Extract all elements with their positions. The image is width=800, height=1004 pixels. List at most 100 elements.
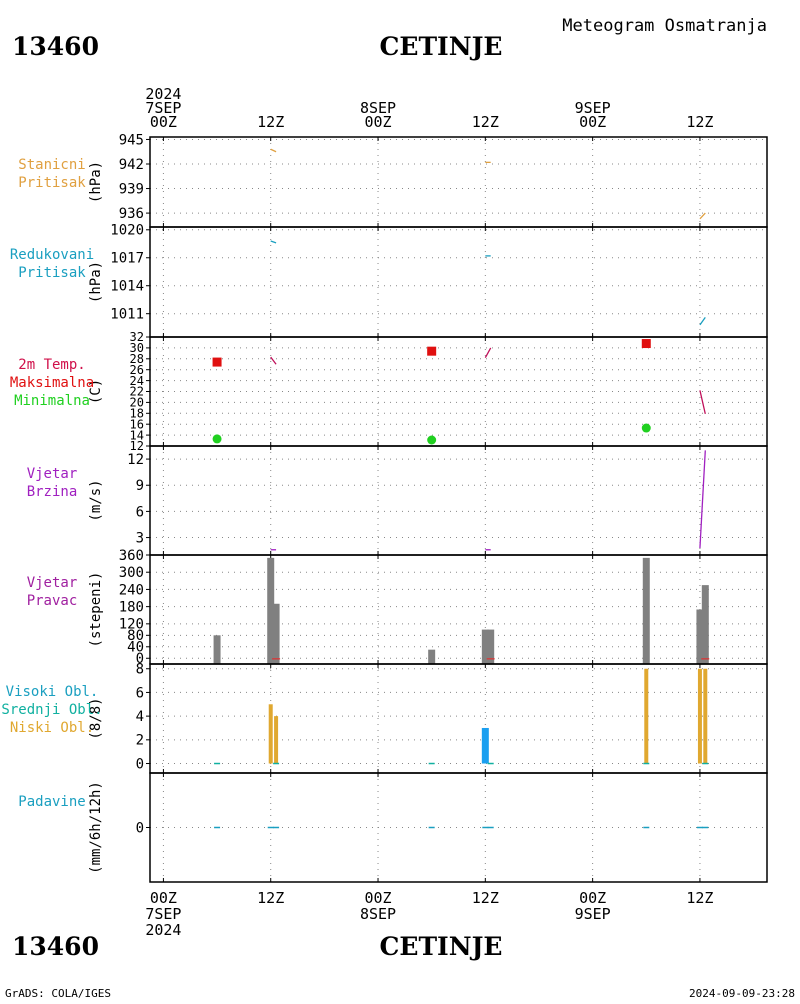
top-time-label: 00Z xyxy=(150,113,177,131)
wind-direction-bar xyxy=(701,585,709,664)
top-time-label: 8SEP xyxy=(360,99,396,117)
credit-text: GrADS: COLA/IGES xyxy=(5,987,111,1000)
panel-station-pressure: 936 939 942 945 (hPa)Stanicni Pritisak xyxy=(18,132,768,228)
y-tick-label: 8 xyxy=(136,662,144,678)
wind-direction-bar xyxy=(642,557,650,664)
series-line xyxy=(699,317,706,326)
tmin-marker xyxy=(212,434,222,444)
timestamp-text: 2024-09-09-23:28 xyxy=(689,987,795,1000)
y-tick-label: 1014 xyxy=(110,279,144,295)
top-time-label: 00Z xyxy=(579,113,606,131)
panel-frame xyxy=(149,136,768,228)
panel-frame xyxy=(149,336,768,447)
y-tick-label: 4 xyxy=(136,709,144,725)
series-line xyxy=(699,390,706,414)
top-time-label: 7SEP xyxy=(145,99,181,117)
bottom-time-label: 8SEP xyxy=(360,905,396,923)
unit-label: (C) xyxy=(88,379,104,404)
wind-direction-bar xyxy=(696,609,704,664)
unit-label: (m/s) xyxy=(88,479,104,521)
panel-label: Stanicni xyxy=(18,157,85,173)
wind-direction-bar xyxy=(213,635,221,664)
panel-label: Vjetar xyxy=(27,466,78,482)
top-time-label: 12Z xyxy=(472,113,499,131)
bottom-time-label: 00Z xyxy=(579,889,606,907)
y-tick-label: 32 xyxy=(130,330,144,344)
panel-frame xyxy=(149,445,768,556)
panel-label: Niski Obl. xyxy=(10,720,94,736)
bottom-time-label: 12Z xyxy=(686,889,713,907)
high-cloud-bar xyxy=(481,727,489,764)
wind-direction-bar xyxy=(267,557,275,664)
panel-reduced-pressure: 1011 1014 1017 1020 (hPa)Redukovani Pritisak xyxy=(10,223,768,338)
y-tick-label: 360 xyxy=(119,548,144,564)
y-tick-label: 0 xyxy=(136,651,144,667)
series-line xyxy=(484,347,492,359)
y-tick-label: 6 xyxy=(136,504,144,520)
y-tick-label: 945 xyxy=(119,132,144,148)
station-id-bottom: 13460 xyxy=(12,932,99,961)
y-tick-label: 18 xyxy=(130,407,144,421)
y-tick-label: 12 xyxy=(130,439,144,453)
y-tick-label: 22 xyxy=(130,385,144,399)
panel-label: Srednji Obl. xyxy=(1,702,102,718)
y-tick-label: 240 xyxy=(119,582,144,598)
low-cloud-bar xyxy=(703,668,708,764)
y-tick-label: 30 xyxy=(130,341,144,355)
series-line xyxy=(270,356,277,365)
panel-label: Padavine xyxy=(18,794,85,810)
y-tick-label: 20 xyxy=(130,396,144,410)
tmax-marker xyxy=(212,357,222,367)
wind-direction-bar xyxy=(428,649,436,664)
wind-direction-bar xyxy=(272,603,280,664)
panel-label: Brzina xyxy=(27,484,78,500)
bottom-time-label: 00Z xyxy=(364,889,391,907)
panel-label: Pritisak xyxy=(18,175,86,191)
station-id-top: 13460 xyxy=(12,32,99,61)
panel-precipitation: 0 (mm/6h/12h)Padavine xyxy=(18,772,768,883)
y-tick-label: 16 xyxy=(130,417,144,431)
series-line xyxy=(699,450,706,549)
panel-label: Maksimalna xyxy=(10,375,94,391)
low-cloud-bar xyxy=(274,716,279,764)
y-tick-label: 40 xyxy=(127,640,144,656)
y-tick-label: 3 xyxy=(136,530,144,546)
station-name-bottom: CETINJE xyxy=(380,932,503,961)
unit-label: (stepeni) xyxy=(88,572,104,648)
y-tick-label: 9 xyxy=(136,478,144,494)
wind-direction-bar xyxy=(481,629,489,664)
tmin-marker xyxy=(427,435,437,445)
series-line xyxy=(270,148,277,153)
bottom-time-label: 12Z xyxy=(257,889,284,907)
y-tick-label: 0 xyxy=(136,820,144,836)
tmax-marker xyxy=(641,339,651,349)
panel-frame xyxy=(149,772,768,883)
top-time-label: 12Z xyxy=(257,113,284,131)
low-cloud-bar xyxy=(268,704,273,764)
y-tick-label: 939 xyxy=(119,181,144,197)
panel-label: Visoki Obl. xyxy=(6,684,99,700)
y-tick-label: 24 xyxy=(130,374,144,388)
panel-label: 2m Temp. xyxy=(18,357,85,373)
unit-label: (hPa) xyxy=(88,161,104,203)
y-tick-label: 942 xyxy=(119,157,144,173)
y-tick-label: 12 xyxy=(127,452,144,468)
unit-label: (mm/6h/12h) xyxy=(88,781,104,874)
panel-label: Vjetar xyxy=(27,575,78,591)
panel-frame xyxy=(149,226,768,338)
panel-label: Redukovani xyxy=(10,247,94,263)
bottom-time-label: 00Z xyxy=(150,889,177,907)
y-tick-label: 28 xyxy=(130,352,144,366)
panel-label: Pritisak xyxy=(18,265,86,281)
station-name-top: CETINJE xyxy=(380,32,503,61)
y-tick-label: 2 xyxy=(136,733,144,749)
series-line xyxy=(270,240,277,244)
panel-wind-speed: 3 6 9 12 (m/s) Vjetar Brzina xyxy=(27,445,768,556)
tmin-marker xyxy=(641,423,651,433)
bottom-time-label: 12Z xyxy=(472,889,499,907)
